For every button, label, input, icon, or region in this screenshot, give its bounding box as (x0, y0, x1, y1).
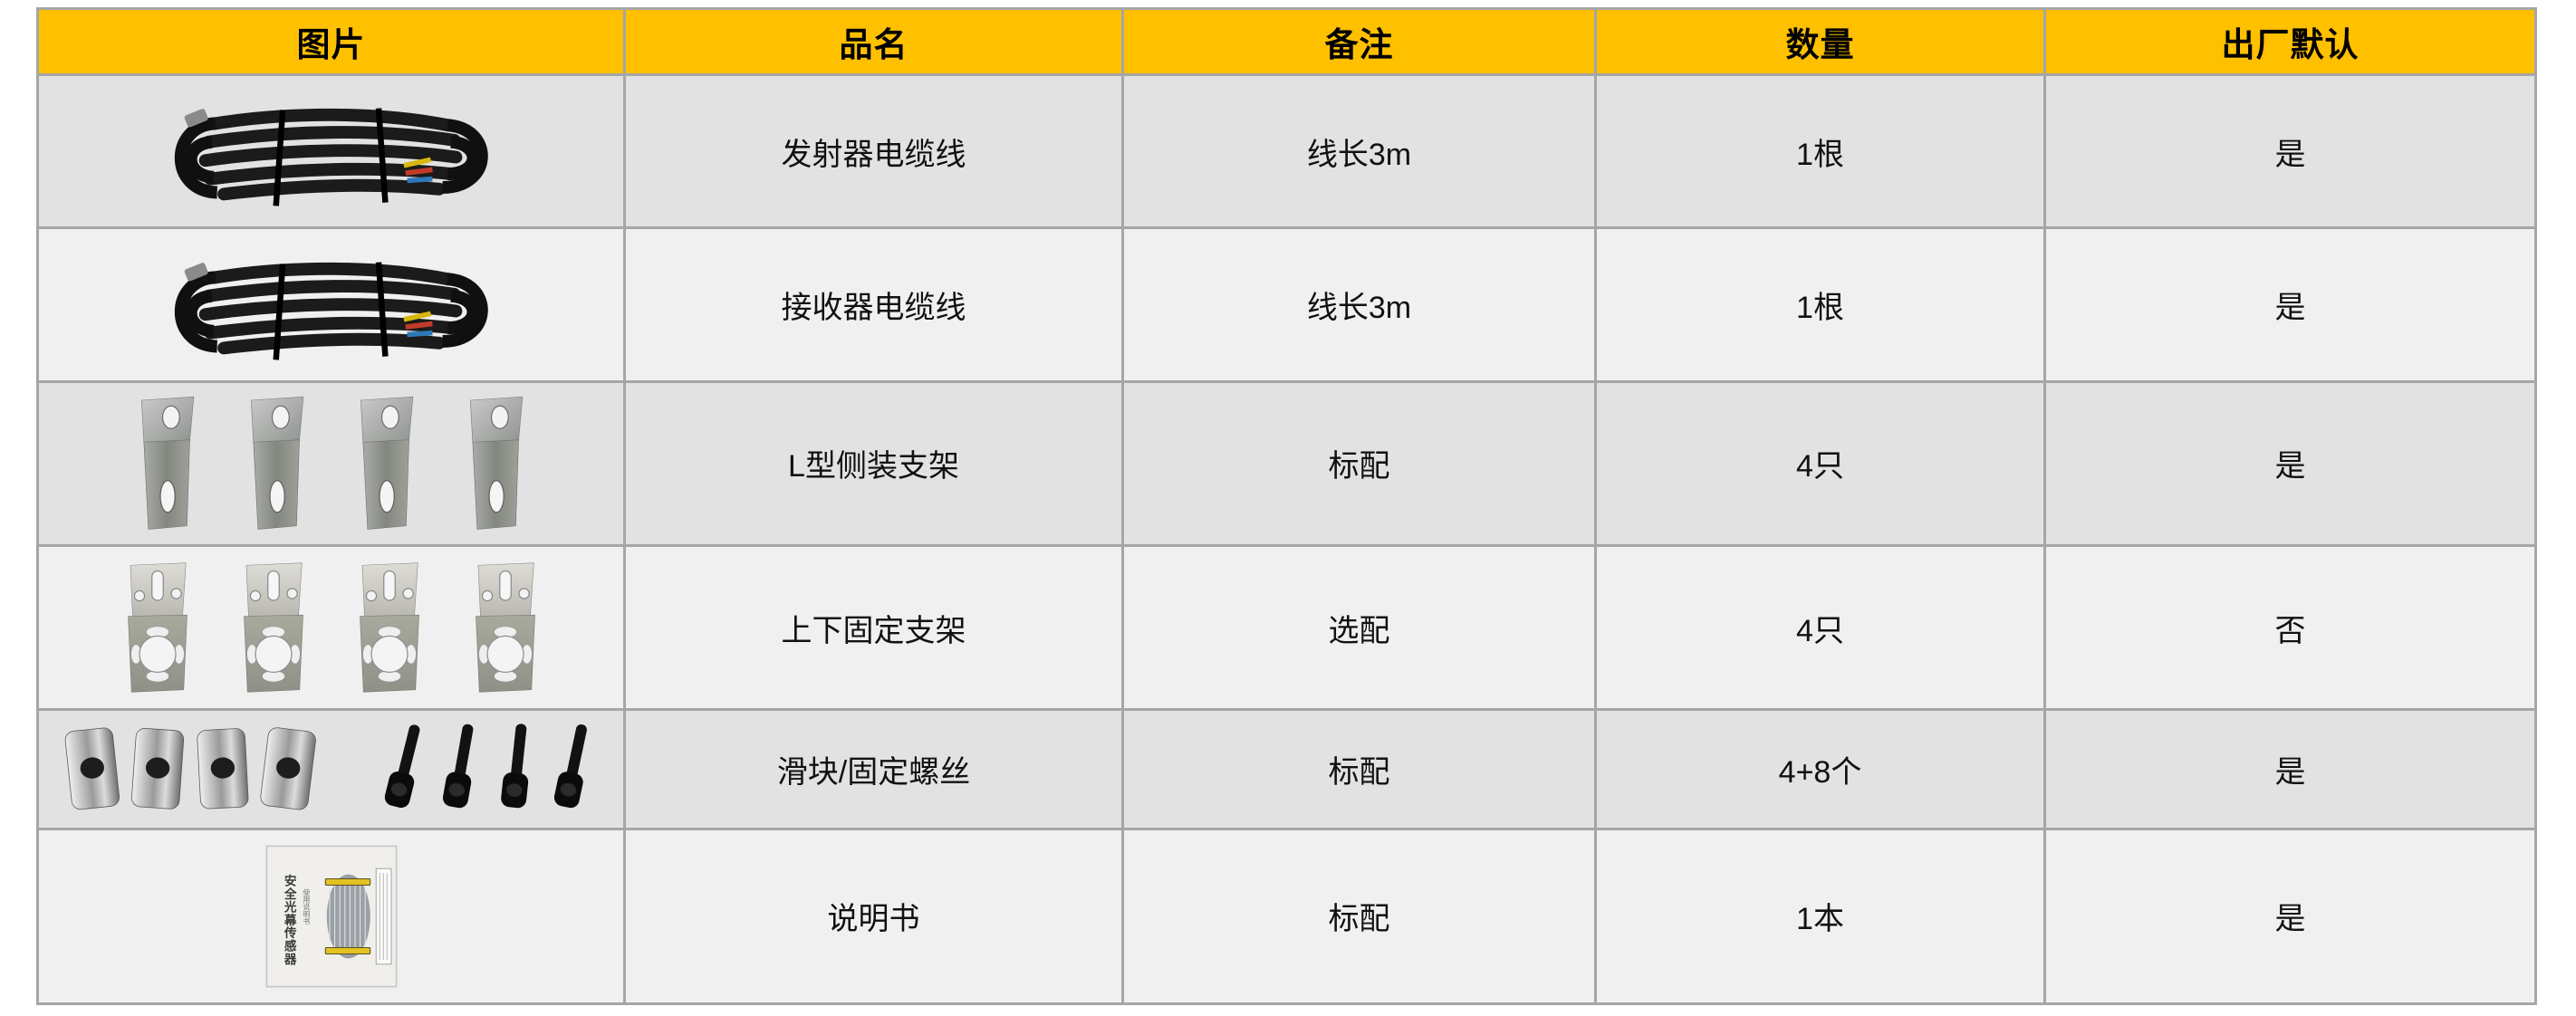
cell-factory-default: 是 (2043, 379, 2537, 548)
cell-image (36, 379, 626, 548)
cell-factory-default: 是 (2043, 72, 2537, 230)
slider-nuts (64, 724, 316, 815)
cell-qty: 1根 (1594, 226, 2046, 383)
cell-image (36, 544, 626, 712)
cell-remark: 选配 (1121, 544, 1597, 712)
cell-qty: 1根 (1594, 72, 2046, 230)
cell-name: L型侧装支架 (623, 379, 1124, 548)
manual-subtitle-text: 使用说明书 (302, 888, 310, 926)
slider-screws-photo (41, 713, 622, 827)
cell-image: 安全光幕传感器 使用说明书 (36, 827, 626, 1006)
header-cell-remark: 备注 (1121, 7, 1597, 76)
cell-factory-default: 否 (2043, 544, 2537, 712)
cell-remark: 线长3m (1121, 226, 1597, 383)
table-header: 图片 品名 备注 数量 出厂默认 (36, 7, 2537, 76)
cell-factory-default: 是 (2043, 226, 2537, 383)
header-cell-qty: 数量 (1594, 7, 2046, 76)
table-row: 安全光幕传感器 使用说明书 (36, 827, 2537, 1006)
cell-image (36, 226, 626, 383)
cell-qty: 4+8个 (1594, 708, 2046, 830)
cell-name: 发射器电缆线 (623, 72, 1124, 230)
cell-name: 上下固定支架 (623, 544, 1124, 712)
accessories-spec-table: 图片 品名 备注 数量 出厂默认 (36, 7, 2537, 1006)
cell-name: 接收器电缆线 (623, 226, 1124, 383)
header-cell-name: 品名 (623, 7, 1124, 76)
cell-name: 滑块/固定螺丝 (623, 708, 1124, 830)
cell-remark: 标配 (1121, 827, 1597, 1006)
cell-factory-default: 是 (2043, 827, 2537, 1006)
table-row: 滑块/固定螺丝 标配 4+8个 是 (36, 708, 2537, 830)
cell-qty: 1本 (1594, 827, 2046, 1006)
manual-title-text: 安全光幕传感器 (282, 873, 297, 965)
cell-name: 说明书 (623, 827, 1124, 1006)
manual-photo: 安全光幕传感器 使用说明书 (41, 831, 622, 1001)
l-side-bracket-photo (41, 384, 622, 542)
updown-fixed-bracket-photo (41, 549, 622, 707)
fixing-screws (380, 721, 599, 819)
table-row: 上下固定支架 选配 4只 否 (36, 544, 2537, 712)
header-cell-default: 出厂默认 (2043, 7, 2537, 76)
table-row: 接收器电缆线 线长3m 1根 是 (36, 226, 2537, 383)
cell-factory-default: 是 (2043, 708, 2537, 830)
header-cell-image: 图片 (36, 7, 626, 76)
cell-remark: 线长3m (1121, 72, 1597, 230)
cell-remark: 标配 (1121, 708, 1597, 830)
cell-remark: 标配 (1121, 379, 1597, 548)
table-row: L型侧装支架 标配 4只 是 (36, 379, 2537, 548)
table-row: 发射器电缆线 线长3m 1根 是 (36, 72, 2537, 230)
cell-image (36, 708, 626, 830)
cell-image (36, 72, 626, 230)
receiver-cable-photo (41, 231, 622, 379)
cell-qty: 4只 (1594, 379, 2046, 548)
cell-qty: 4只 (1594, 544, 2046, 712)
transmitter-cable-photo (41, 78, 622, 225)
